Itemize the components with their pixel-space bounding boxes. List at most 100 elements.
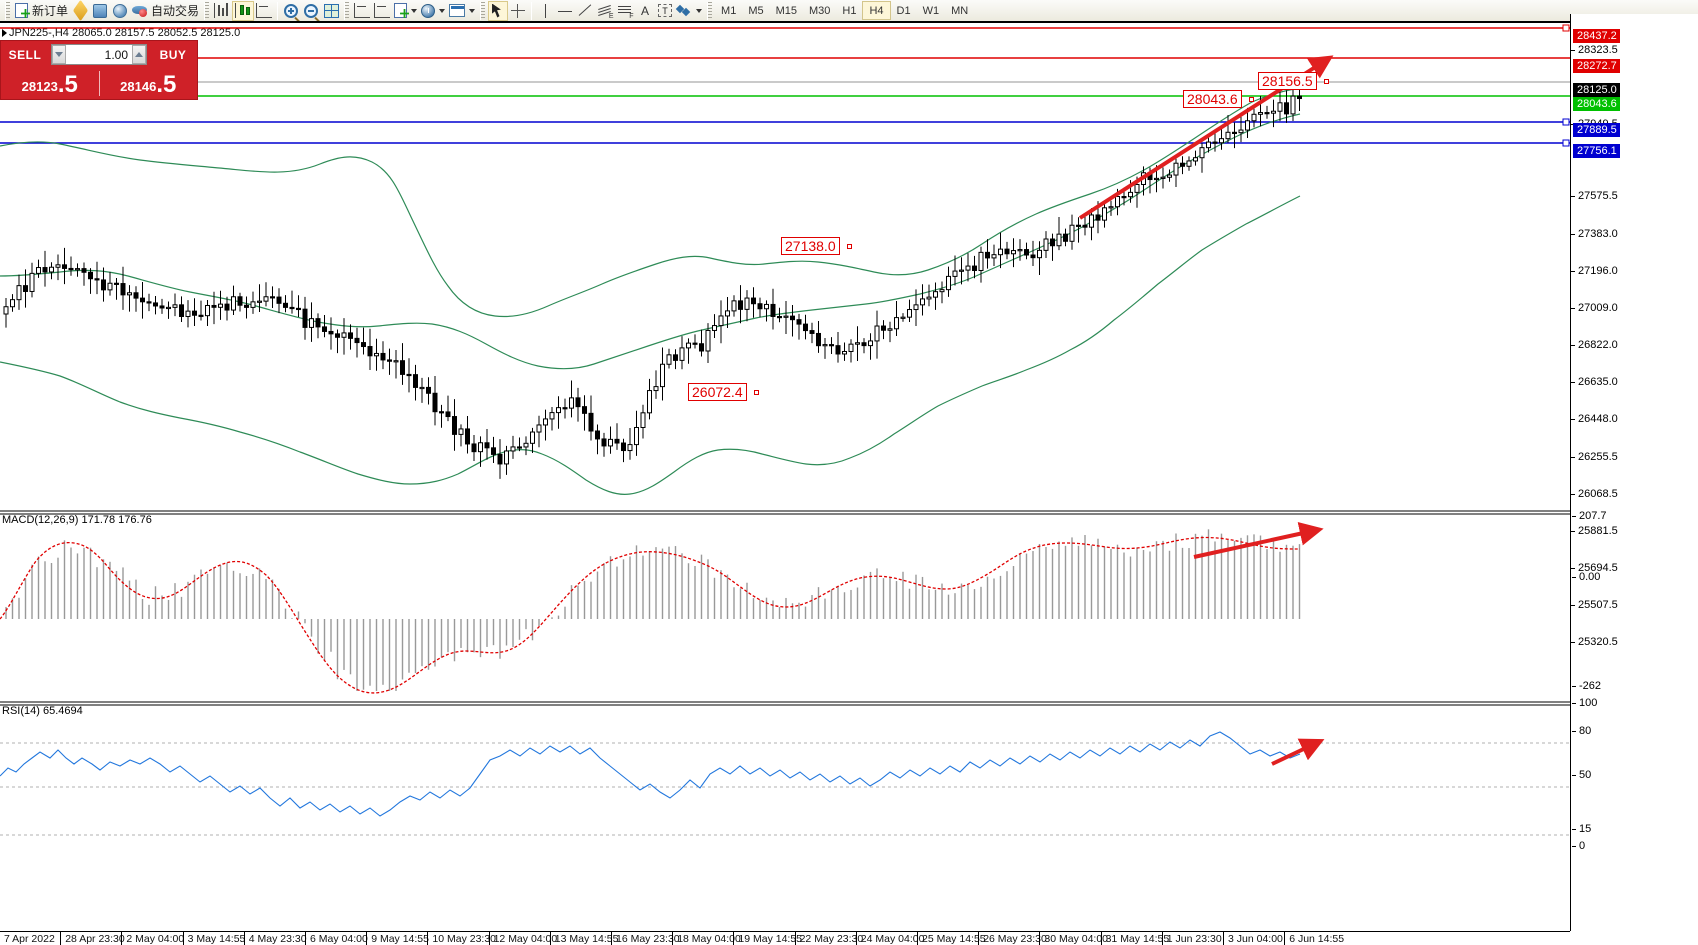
candlestick: [972, 265, 977, 271]
candlestick: [413, 374, 418, 388]
market-book-button[interactable]: [90, 1, 110, 21]
period-button[interactable]: [419, 1, 447, 21]
auto-scroll-button[interactable]: [372, 1, 392, 21]
annotation-anchor[interactable]: [1249, 97, 1254, 102]
horizontal-line-button[interactable]: [555, 1, 575, 21]
price-annotation[interactable]: 27138.0: [781, 237, 840, 255]
candlestick: [712, 325, 717, 331]
annotation-anchor[interactable]: [1324, 79, 1329, 84]
timeframe-button-mn[interactable]: MN: [951, 4, 969, 17]
zoom-in-button[interactable]: [281, 1, 301, 21]
time-label: 13 May 14:55: [554, 933, 619, 945]
candlestick: [855, 342, 860, 345]
indicators-button[interactable]: [392, 1, 419, 21]
time-axis[interactable]: 7 Apr 2022 28 Apr 23:30 2 May 04:00 3 May 1…: [0, 931, 1570, 945]
period-chevron-down-icon[interactable]: [439, 8, 446, 13]
price-tag[interactable]: 28125.0: [1573, 83, 1620, 97]
zoom-out-icon: [304, 3, 319, 18]
cursor-tool-button[interactable]: [488, 0, 509, 21]
candlestick: [231, 296, 236, 311]
candlestick: [1277, 102, 1283, 112]
sell-button[interactable]: 28123.5: [1, 68, 99, 99]
vertical-line-button[interactable]: [535, 1, 555, 21]
indicators-chevron-down-icon[interactable]: [411, 8, 418, 13]
price-tag[interactable]: 27756.1: [1573, 144, 1620, 158]
toolbar-grip-4[interactable]: [480, 1, 486, 20]
chart-shift-icon: [354, 3, 371, 18]
candlestick-chart-icon: [235, 3, 251, 18]
volume-stepper[interactable]: 1.00: [51, 44, 147, 65]
buy-button[interactable]: 28146.5: [100, 68, 198, 99]
annotation-anchor[interactable]: [847, 244, 852, 249]
candlestick: [952, 270, 958, 277]
signals-button[interactable]: [110, 1, 130, 21]
candlestick: [744, 297, 750, 310]
signals-icon: [113, 3, 128, 18]
price-annotation[interactable]: 26072.4: [688, 383, 747, 401]
chart-shift-button[interactable]: [352, 1, 372, 21]
line-chart-button[interactable]: [254, 1, 274, 21]
timeframe-button-m5[interactable]: M5: [748, 4, 764, 17]
price-annotation[interactable]: 28043.6: [1183, 90, 1242, 108]
rsi-trend-arrow[interactable]: [1271, 738, 1325, 766]
timeframe-button-m30[interactable]: M30: [809, 4, 831, 17]
toolbar-grip-3[interactable]: [344, 1, 350, 20]
chart-title: JPN225-,H4 28065.0 28157.5 28052.5 28125…: [2, 27, 240, 39]
timeframe-button-h1[interactable]: H1: [842, 4, 857, 17]
tile-windows-button[interactable]: [321, 1, 341, 21]
candlestick: [257, 300, 262, 303]
volume-value[interactable]: 1.00: [104, 47, 128, 62]
candlestick: [146, 301, 152, 304]
candlestick: [874, 325, 880, 342]
candlestick: [816, 332, 821, 347]
new-order-button[interactable]: 新订单: [13, 1, 70, 21]
one-click-trading-panel[interactable]: SELL 1.00 BUY 28123.5 28146.5: [0, 40, 198, 100]
crosshair-tool-button[interactable]: [508, 1, 528, 21]
toolbar-grip[interactable]: [5, 1, 10, 20]
autotrading-label: 自动交易: [151, 4, 200, 18]
timeframe-button-h4[interactable]: H4: [862, 1, 891, 20]
price-scale-axis[interactable]: 28323.527949.527575.527383.027196.027009…: [1570, 14, 1698, 931]
toolbar-grip-5[interactable]: [707, 1, 713, 20]
rsi-line: [0, 731, 1301, 817]
time-label: 3 Jun 04:00: [1228, 933, 1283, 945]
macd-trend-arrow[interactable]: [1193, 521, 1324, 559]
equidistant-channel-button[interactable]: E: [595, 1, 615, 21]
volume-decrement-button[interactable]: [52, 45, 66, 64]
chart-canvas[interactable]: [0, 14, 1570, 945]
volume-increment-button[interactable]: [132, 45, 146, 64]
fibonacci-button[interactable]: F: [615, 1, 635, 21]
price-tag[interactable]: 28043.6: [1573, 97, 1620, 111]
timeframe-button-m1[interactable]: M1: [721, 4, 737, 17]
autotrading-button[interactable]: 自动交易: [130, 1, 201, 21]
bar-chart-button[interactable]: [212, 1, 232, 21]
rsi-pane[interactable]: [0, 701, 1570, 836]
timeframe-button-m15[interactable]: M15: [775, 4, 797, 17]
price-tick: 27383.0: [1571, 228, 1618, 240]
candlestick: [367, 346, 373, 357]
text-button[interactable]: A: [635, 1, 655, 21]
templates-button[interactable]: [447, 1, 477, 21]
macd-pane[interactable]: [0, 510, 1570, 694]
toolbar-grip-2[interactable]: [204, 1, 210, 20]
level-lines: [0, 21, 1570, 147]
zoom-out-button[interactable]: [301, 1, 321, 21]
arrows-button[interactable]: [675, 1, 704, 21]
annotation-anchor[interactable]: [754, 390, 759, 395]
price-tag[interactable]: 28437.2: [1573, 29, 1620, 43]
timeframe-button-w1[interactable]: W1: [922, 4, 940, 17]
price-tag[interactable]: 27889.5: [1573, 123, 1620, 137]
collapse-icon[interactable]: [2, 29, 7, 38]
time-tick: [733, 932, 735, 945]
timeframe-button-d1[interactable]: D1: [896, 4, 911, 17]
candlestick: [1284, 102, 1289, 115]
candlestick-chart-button[interactable]: [232, 0, 255, 21]
price-tag[interactable]: 28272.7: [1573, 59, 1620, 73]
subpane-tick: 15: [1572, 823, 1591, 835]
time-tick: [121, 932, 123, 945]
time-tick: [1284, 932, 1286, 945]
templates-chevron-down-icon[interactable]: [469, 8, 476, 13]
arrows-chevron-down-icon[interactable]: [696, 8, 703, 13]
text-label-button[interactable]: T: [655, 1, 675, 21]
price-annotation[interactable]: 28156.5: [1258, 72, 1317, 90]
